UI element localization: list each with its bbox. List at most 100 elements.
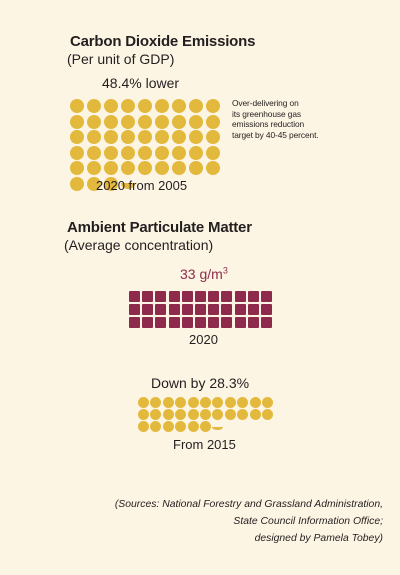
pm-square: [142, 304, 154, 315]
carbon-dot: [70, 130, 84, 144]
carbon-dot: [121, 161, 135, 175]
sources-line: State Council Information Office;: [233, 516, 383, 527]
carbon-dot: [206, 99, 220, 113]
pm-square: [155, 317, 167, 328]
pm-square: [234, 317, 246, 328]
carbon-dot: [189, 130, 203, 144]
pm-change-dot: [237, 409, 249, 420]
pm-change-dot: [175, 421, 187, 432]
pm-change-caption: From 2015: [173, 437, 236, 452]
carbon-dot: [104, 145, 118, 160]
pm-square: [247, 304, 259, 315]
carbon-dot: [172, 130, 186, 144]
carbon-note-line: Over-delivering on: [232, 98, 299, 108]
pm-change-dot: [162, 421, 174, 432]
carbon-dot: [172, 145, 186, 160]
pm-square: [208, 291, 220, 302]
pm-square: [194, 304, 206, 315]
pm-square: [142, 317, 154, 328]
carbon-dot: [189, 99, 203, 113]
pm-square: [168, 317, 180, 328]
carbon-caption: 2020 from 2005: [96, 178, 188, 193]
carbon-dot: [138, 130, 152, 144]
pm-value-superscript: 3: [222, 265, 228, 276]
pm-square: [168, 291, 180, 302]
carbon-note-line: its greenhouse gas: [232, 108, 301, 119]
pm-change-dot: [261, 409, 273, 420]
carbon-subtitle: (Per unit of GDP): [67, 51, 175, 67]
pm-square: [247, 317, 259, 328]
carbon-dot: [121, 99, 135, 113]
carbon-dot: [138, 114, 152, 129]
pm-square: [155, 304, 167, 315]
carbon-dot: [189, 145, 203, 160]
sources-line: (Sources: National Forestry and Grasslan…: [114, 499, 383, 510]
carbon-dot: [189, 161, 203, 175]
carbon-dot: [206, 145, 220, 160]
carbon-dot: [138, 161, 152, 175]
carbon-dot: [121, 130, 135, 144]
pm-change-dot: [162, 397, 174, 408]
pm-change-dot: [237, 397, 249, 408]
carbon-dot: [87, 176, 101, 191]
pm-square: [194, 317, 206, 328]
carbon-dot: [70, 176, 84, 191]
pm-square: [194, 291, 206, 302]
carbon-dot: [104, 130, 118, 144]
carbon-dot: [172, 161, 186, 175]
pm-square: [221, 317, 233, 328]
pm-square: [129, 317, 140, 328]
carbon-dot: [87, 99, 101, 113]
carbon-dot: [87, 114, 101, 129]
pm-change-dot: [199, 421, 211, 432]
pm-square-grid: [129, 291, 272, 328]
carbon-stat: 48.4% lower: [102, 75, 180, 91]
carbon-dot: [189, 114, 203, 129]
carbon-dot-partial: [121, 177, 135, 191]
sources: (Sources: National Forestry and Grasslan…: [23, 496, 383, 547]
pm-dot-grid: [138, 397, 273, 432]
pm-change-dot-partial: [212, 421, 224, 432]
pm-change-dot: [249, 409, 261, 420]
pm-change-dot: [175, 397, 187, 408]
pm-change-dot: [187, 397, 199, 408]
pm-change-dot: [199, 397, 211, 408]
pm-change-dot: [150, 409, 162, 420]
carbon-dot: [87, 145, 101, 160]
pm-change-dot: [212, 409, 224, 420]
pm-change-dot: [150, 397, 162, 408]
pm-title: Ambient Particulate Matter: [67, 219, 252, 236]
carbon-dot: [172, 114, 186, 129]
pm-square: [247, 291, 259, 302]
pm-change-dot: [162, 409, 174, 420]
carbon-dot: [172, 99, 186, 113]
pm-square: [208, 317, 220, 328]
pm-change-dot: [187, 421, 199, 432]
pm-square: [208, 304, 220, 315]
carbon-dot: [121, 114, 135, 129]
pm-change-dot: [224, 409, 236, 420]
pm-change-dot: [138, 409, 149, 420]
pm-square: [221, 291, 233, 302]
pm-square: [142, 291, 154, 302]
carbon-dot: [104, 176, 118, 191]
pm-square: [260, 317, 272, 328]
carbon-dot: [104, 161, 118, 175]
pm-value-text: 33 g/m: [180, 266, 223, 282]
pm-change-dot: [261, 397, 273, 408]
carbon-dot: [206, 130, 220, 144]
sources-line: designed by Pamela Tobey): [254, 533, 383, 544]
carbon-dot: [155, 145, 169, 160]
carbon-dot: [206, 161, 220, 175]
carbon-dot: [155, 99, 169, 113]
pm-change-dot: [249, 397, 261, 408]
pm-change-label: Down by 28.3%: [151, 375, 250, 391]
pm-square: [168, 304, 180, 315]
carbon-dot: [155, 161, 169, 175]
carbon-dot: [206, 114, 220, 129]
carbon-dot: [70, 114, 84, 129]
pm-square: [181, 304, 193, 315]
pm-change-dot: [138, 397, 149, 408]
carbon-dot: [70, 145, 84, 160]
pm-square: [181, 291, 193, 302]
